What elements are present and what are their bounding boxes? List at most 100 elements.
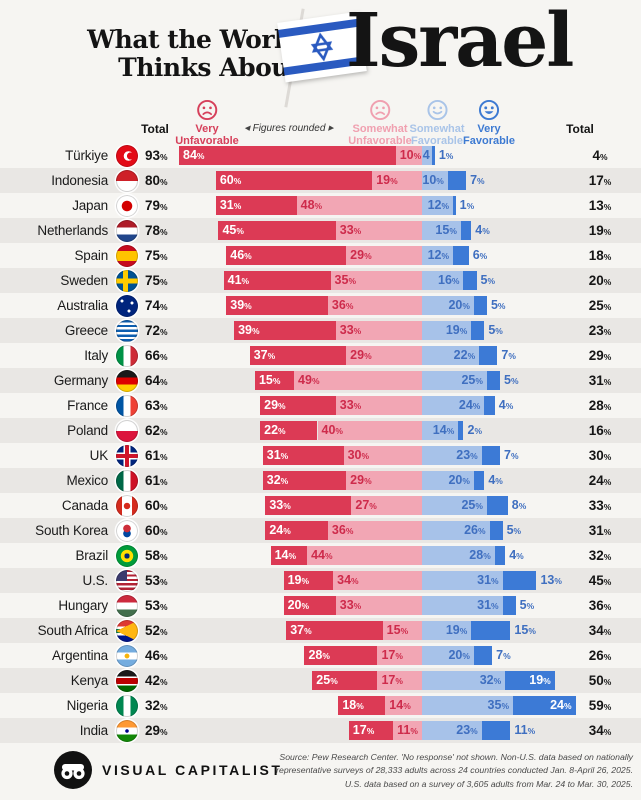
bar-segment-somewhat-favorable: [421, 471, 474, 490]
visual-capitalist-logo-icon: [54, 751, 92, 789]
bar-track: 31% 30% 23% 7%: [179, 443, 577, 468]
bar-segment-somewhat-unfavorable: [335, 396, 422, 415]
total-unfavorable-value: 58%: [145, 548, 168, 563]
legend-label: Unfavorable: [175, 134, 239, 147]
country-label: UK: [89, 448, 109, 463]
bar-segment-somewhat-unfavorable: [351, 496, 422, 515]
somewhat-favorable-value: 20%: [448, 473, 470, 487]
country-label: Sweden: [60, 273, 108, 288]
total-favorable-value: 29%: [588, 348, 612, 363]
country-flag-icon: [116, 719, 138, 742]
very-favorable-value: 19%: [529, 673, 551, 687]
bar-segment-somewhat-unfavorable: [330, 271, 422, 290]
total-unfavorable-value: 42%: [145, 673, 168, 688]
somewhat-unfavorable-value: 34%: [337, 573, 359, 587]
country-label: Kenya: [70, 673, 108, 688]
bar-segment-somewhat-favorable: [421, 296, 474, 315]
bar-track: 22% 40% 14% 2%: [179, 418, 577, 443]
somewhat-unfavorable-value: 40%: [321, 423, 343, 437]
country-flag-icon: [116, 494, 138, 517]
country-flag-icon: [116, 294, 138, 317]
bar-segment-very-unfavorable: [179, 146, 396, 165]
total-unfavorable-value: 60%: [145, 523, 168, 538]
bar-segment-very-favorable: [473, 471, 485, 490]
somewhat-unfavorable-value: 11%: [397, 723, 418, 737]
country-flag-icon: [116, 269, 138, 292]
bar-track: 37% 29% 22% 7%: [179, 343, 577, 368]
bar-segment-very-unfavorable: [265, 521, 328, 540]
bar-segment-somewhat-unfavorable: [395, 146, 422, 165]
very-unfavorable-value: 84%: [183, 148, 205, 162]
bar-segment-very-unfavorable: [283, 596, 336, 615]
somewhat-unfavorable-value: 14%: [389, 698, 411, 712]
country-label: Indonesia: [51, 173, 108, 188]
bar-segment-very-unfavorable: [215, 196, 297, 215]
total-favorable-value: 34%: [588, 623, 612, 638]
country-flag-icon: [116, 319, 138, 342]
somewhat-unfavorable-value: 15%: [386, 623, 409, 637]
bar-segment-somewhat-favorable: [421, 496, 487, 515]
very-favorable-value: 4%: [488, 473, 503, 487]
somewhat-favorable-value: 15%: [435, 223, 457, 237]
country-flag-icon: [116, 469, 138, 492]
country-label: Japan: [72, 198, 108, 213]
bar-segment-very-favorable: [473, 296, 487, 315]
somewhat-favorable-value: 19%: [445, 623, 468, 637]
very-favorable-value: 7%: [503, 448, 519, 462]
country-label: Germany: [53, 373, 108, 388]
total-favorable-value: 32%: [588, 548, 612, 563]
bar-segment-somewhat-unfavorable: [346, 246, 422, 265]
legend-label: Very: [195, 123, 219, 135]
bar-segment-somewhat-unfavorable: [343, 446, 422, 465]
country-flag-icon: [116, 244, 138, 267]
total-unfavorable-value: 61%: [145, 448, 168, 463]
somewhat-unfavorable-value: 33%: [339, 323, 362, 337]
country-row: Greece 72% 39% 33% 19% 5% 23%: [0, 318, 641, 343]
very-unfavorable-value: 32%: [266, 473, 289, 487]
somewhat-unfavorable-value: 30%: [347, 448, 370, 462]
bar-segment-very-unfavorable: [270, 546, 308, 565]
bar-segment-somewhat-unfavorable: [372, 171, 422, 190]
country-label: Brazil: [75, 548, 108, 563]
somewhat-favorable-value: 23%: [456, 448, 478, 462]
total-favorable-value: 50%: [588, 673, 612, 688]
total-favorable-value: 33%: [588, 498, 612, 513]
total-unfavorable-value: 80%: [145, 173, 168, 188]
country-row: Spain 75% 46% 29% 12% 6% 18%: [0, 243, 641, 268]
bar-segment-somewhat-favorable: [421, 171, 448, 190]
very-favorable-value: 5%: [519, 598, 535, 612]
very-unfavorable-value: 17%: [352, 723, 375, 737]
total-unfavorable-value: 60%: [145, 498, 168, 513]
bar-segment-very-unfavorable: [262, 471, 347, 490]
country-row: South Korea 60% 24% 36% 26% 5% 31%: [0, 518, 641, 543]
country-flag-icon: [116, 444, 138, 467]
country-label: U.S.: [82, 573, 109, 588]
bar-segment-somewhat-favorable: [421, 546, 495, 565]
total-favorable-value: 16%: [588, 423, 612, 438]
bar-segment-very-favorable: [513, 696, 576, 715]
country-flag-icon: [116, 619, 138, 642]
country-label: Nigeria: [66, 698, 109, 713]
very-favorable-value: 13%: [540, 573, 562, 587]
country-row: Poland 62% 22% 40% 14% 2% 16%: [0, 418, 641, 443]
somewhat-favorable-value: 25%: [461, 373, 483, 387]
very-favorable-value: 5%: [488, 323, 503, 337]
bar-track: 15% 49% 25% 5%: [179, 368, 577, 393]
bar-segment-very-favorable: [486, 496, 508, 515]
country-flag-icon: [116, 519, 138, 542]
total-favorable-value: 4%: [592, 148, 608, 163]
bar-segment-very-unfavorable: [234, 321, 336, 340]
bar-segment-somewhat-unfavorable: [346, 471, 422, 490]
total-unfavorable-value: 72%: [145, 323, 168, 338]
country-flag-icon: [116, 144, 138, 167]
bar-segment-very-unfavorable: [265, 496, 352, 515]
total-favorable-value: 30%: [588, 448, 612, 463]
country-flag-icon: [116, 594, 138, 617]
country-flag-icon: [116, 694, 138, 717]
very-favorable-value: 15%: [514, 623, 536, 637]
bar-segment-very-unfavorable: [218, 221, 336, 240]
somewhat-favorable-value: 16%: [438, 273, 460, 287]
bar-segment-very-favorable: [502, 596, 516, 615]
total-unfavorable-value: 75%: [145, 273, 168, 288]
bar-segment-somewhat-favorable: [421, 321, 472, 340]
